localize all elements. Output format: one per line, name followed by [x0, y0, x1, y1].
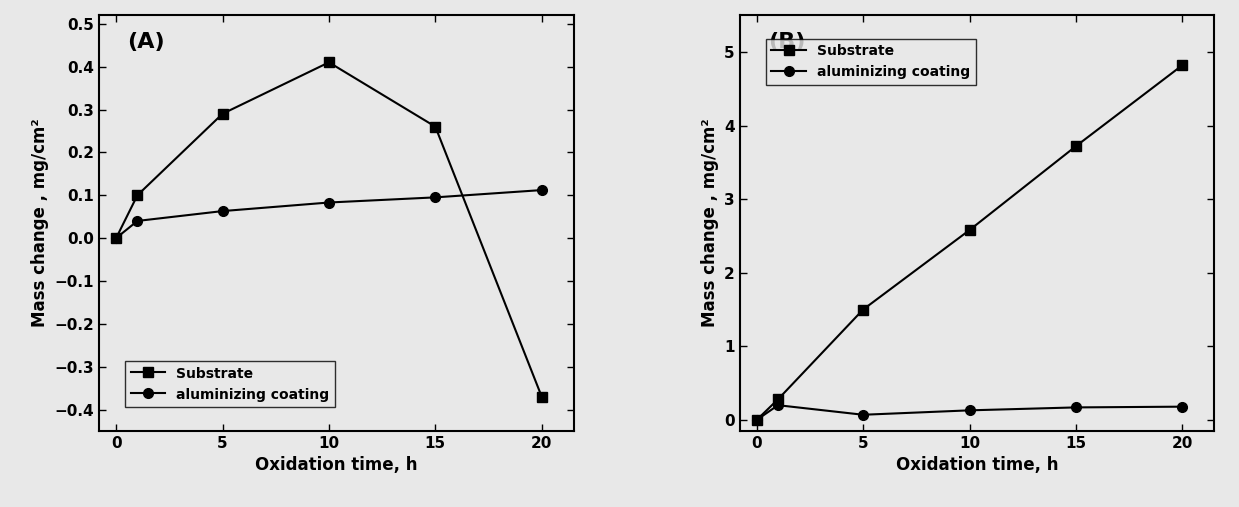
aluminizing coating — [321, 199, 336, 205]
Substrate — [216, 111, 230, 117]
Line: Substrate: Substrate — [112, 57, 546, 402]
Substrate — [961, 227, 976, 233]
Line: Substrate: Substrate — [752, 60, 1187, 425]
Line: aluminizing coating: aluminizing coating — [752, 401, 1187, 425]
Substrate — [771, 396, 786, 403]
aluminizing coating — [534, 187, 549, 193]
aluminizing coating — [1068, 405, 1083, 411]
aluminizing coating — [750, 417, 764, 423]
Legend: Substrate, aluminizing coating: Substrate, aluminizing coating — [766, 39, 975, 85]
Text: (B): (B) — [768, 32, 805, 52]
aluminizing coating — [216, 208, 230, 214]
Substrate — [534, 393, 549, 400]
Line: aluminizing coating: aluminizing coating — [112, 185, 546, 243]
aluminizing coating — [961, 407, 976, 413]
Y-axis label: Mass change , mg/cm²: Mass change , mg/cm² — [31, 119, 50, 328]
aluminizing coating — [130, 218, 145, 224]
Substrate — [130, 192, 145, 198]
Substrate — [427, 124, 442, 130]
Legend: Substrate, aluminizing coating: Substrate, aluminizing coating — [125, 361, 335, 408]
X-axis label: Oxidation time, h: Oxidation time, h — [896, 456, 1058, 475]
X-axis label: Oxidation time, h: Oxidation time, h — [255, 456, 418, 475]
aluminizing coating — [856, 412, 871, 418]
Substrate — [109, 235, 124, 241]
Substrate — [856, 307, 871, 313]
aluminizing coating — [1175, 404, 1189, 410]
Substrate — [1068, 143, 1083, 149]
Substrate — [1175, 62, 1189, 68]
Substrate — [321, 59, 336, 65]
aluminizing coating — [427, 194, 442, 200]
Text: (A): (A) — [128, 32, 165, 52]
Y-axis label: Mass change , mg/cm²: Mass change , mg/cm² — [700, 119, 719, 328]
aluminizing coating — [771, 402, 786, 408]
Substrate — [750, 417, 764, 423]
aluminizing coating — [109, 235, 124, 241]
